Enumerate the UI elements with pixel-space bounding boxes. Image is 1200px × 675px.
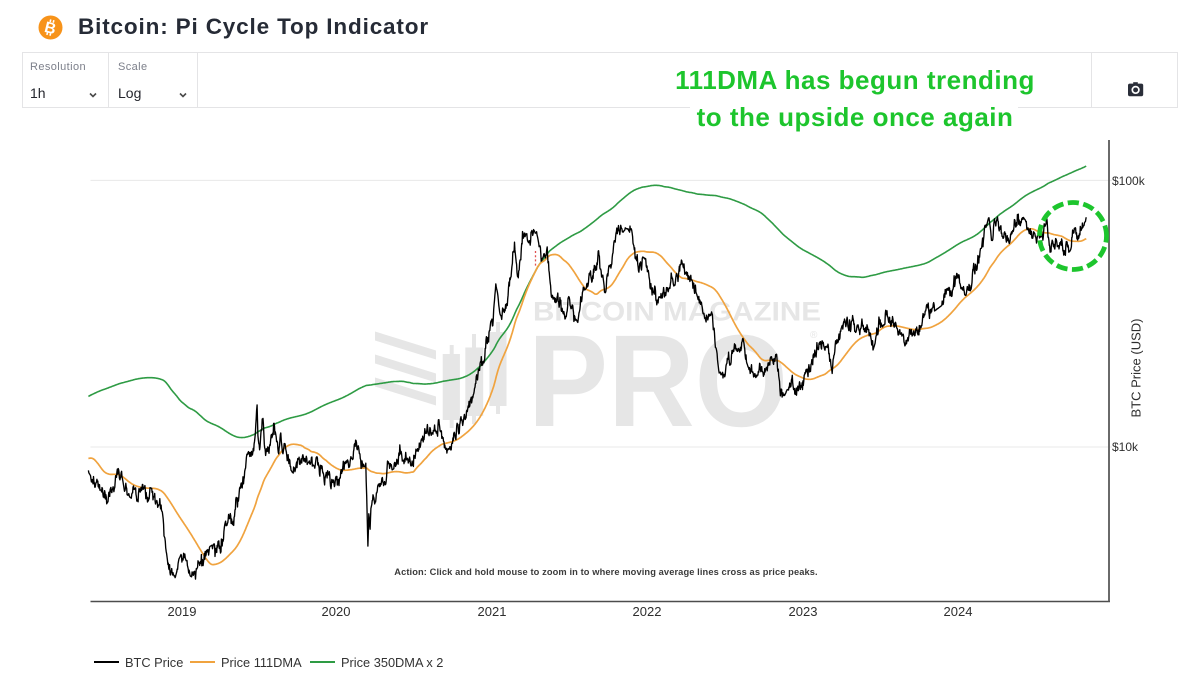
svg-text:PRO: PRO <box>528 307 788 454</box>
svg-text:®: ® <box>810 330 818 341</box>
